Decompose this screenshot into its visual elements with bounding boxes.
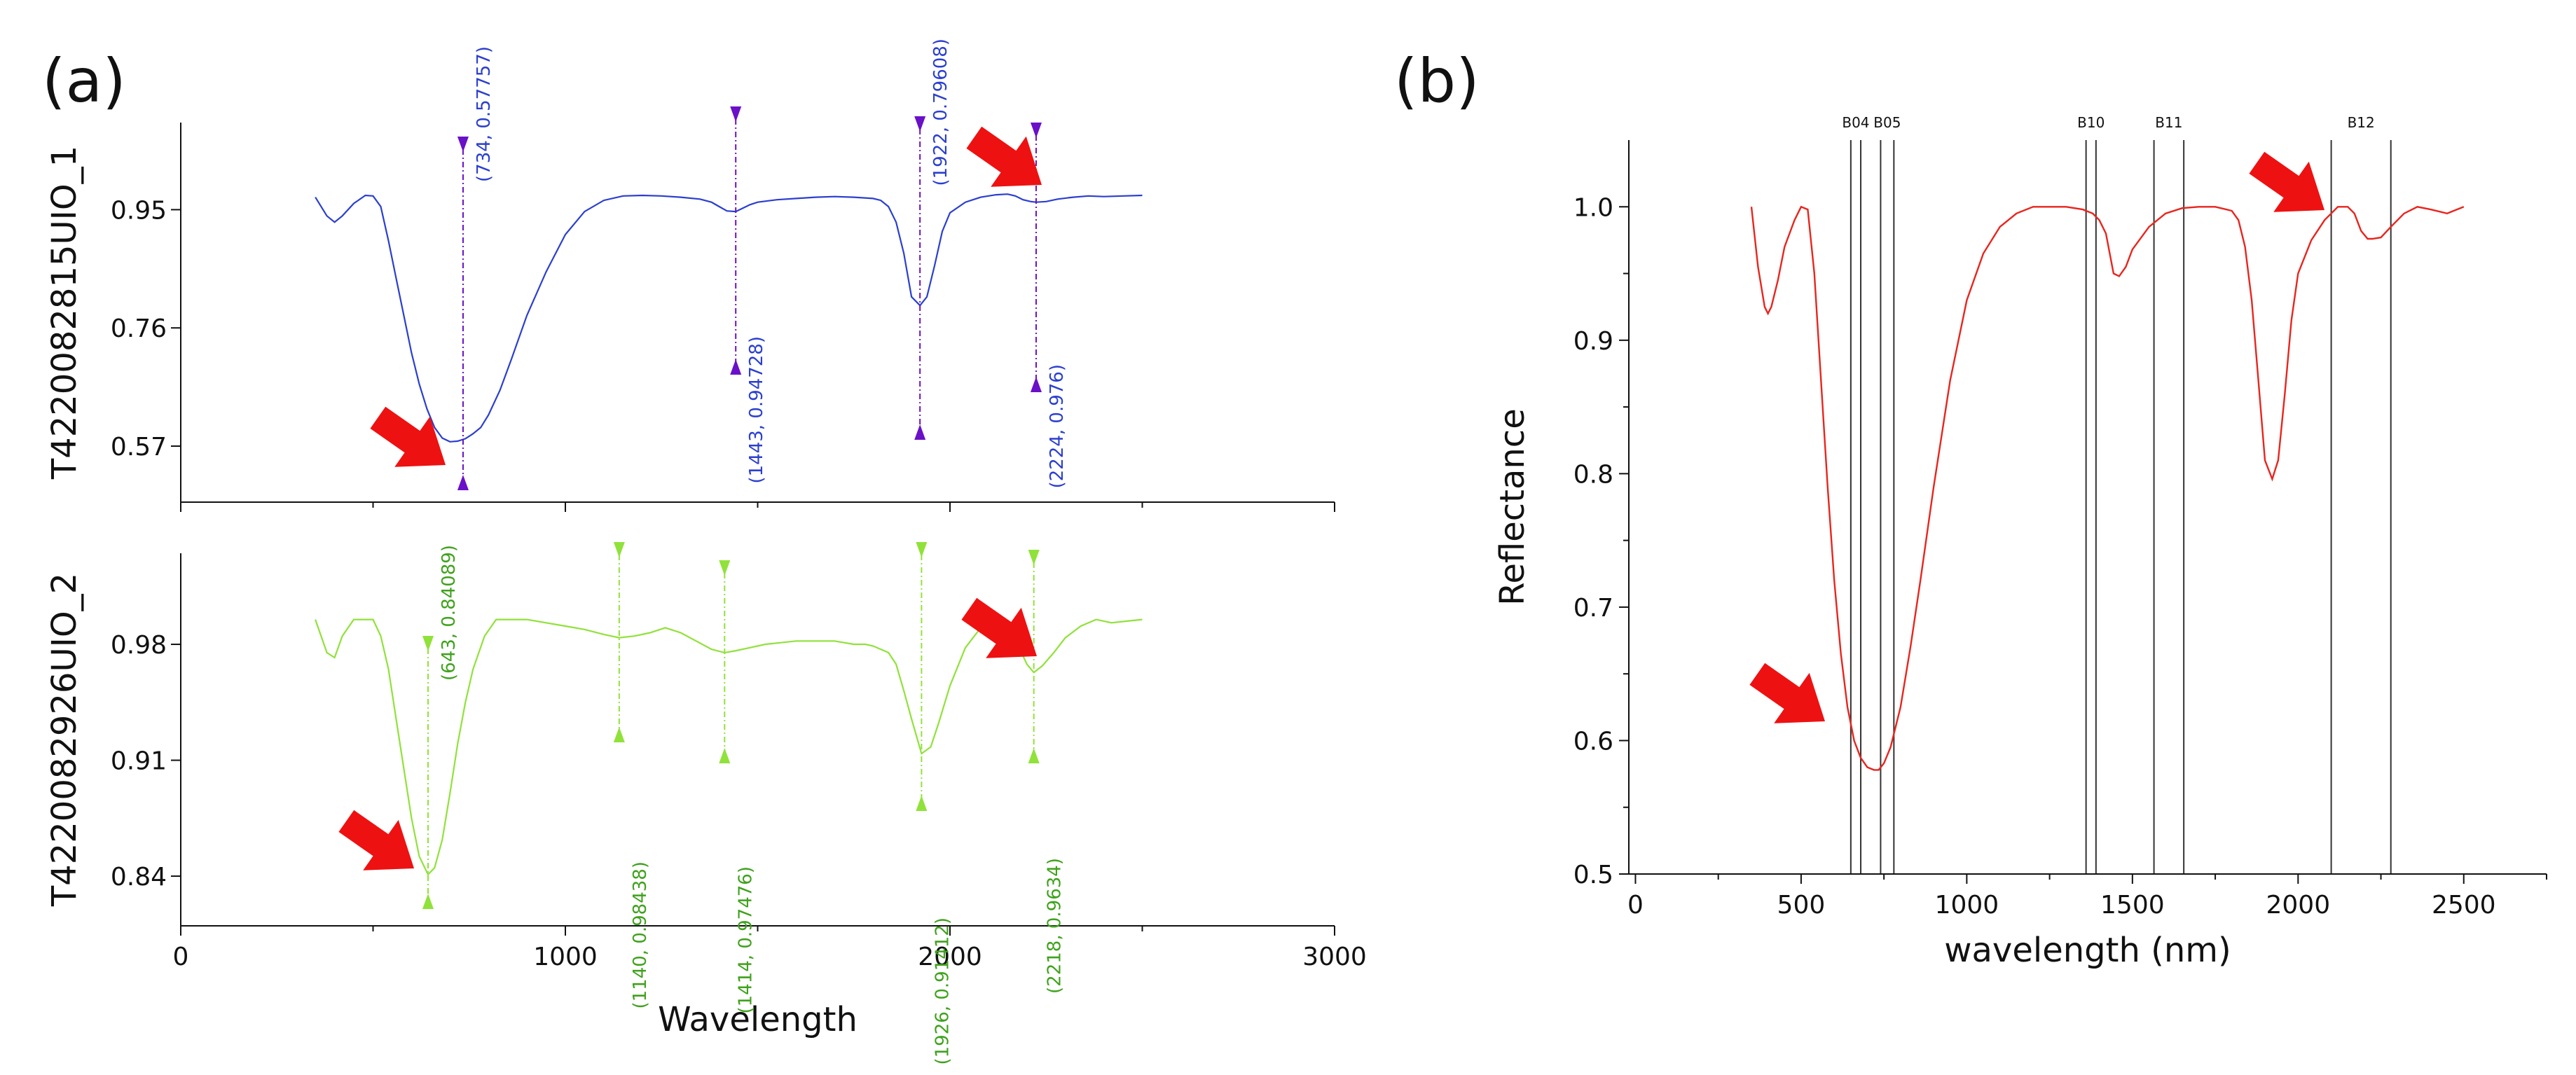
marker-triangle-top	[422, 636, 434, 651]
marker-label: (734, 0.57757)	[474, 46, 495, 182]
y-tick-label: 1.0	[1573, 193, 1613, 222]
marker-triangle-bottom	[422, 894, 434, 909]
marker-label: (1926, 0.91412)	[932, 917, 953, 1065]
marker-triangle-bottom	[613, 727, 625, 742]
band-label: B05	[1873, 114, 1901, 131]
y-axis-label: T4220082926UIO_2	[45, 573, 84, 907]
y-tick-label: 0.76	[111, 314, 167, 343]
band-label: B10	[2077, 114, 2105, 131]
x-tick-label: 2500	[2432, 891, 2496, 920]
marker-triangle-top	[613, 542, 625, 557]
y-tick-label: 0.95	[111, 196, 167, 225]
marker-label: (2218, 0.9634)	[1045, 858, 1066, 994]
x-tick-label: 500	[1777, 891, 1826, 920]
x-tick-label: 1000	[1935, 891, 1999, 920]
y-tick-label: 0.8	[1573, 460, 1613, 489]
marker-label: (1443, 0.94728)	[746, 336, 767, 484]
band-label: B04	[1842, 114, 1869, 131]
chart-a-bottom: 0.84 0.91 0.98 0 1000 2000 3000 T4220082926UIO_…	[45, 542, 1367, 1065]
marker-triangle-bottom	[1028, 748, 1040, 763]
x-tick-label: 2000	[2266, 891, 2330, 920]
marker-label: (1414, 0.97476)	[735, 866, 756, 1014]
red-arrow-icon	[370, 406, 446, 467]
marker-triangle-bottom	[916, 796, 928, 811]
x-tick-label: 3000	[1302, 943, 1367, 971]
marker-label: (643, 0.84089)	[439, 545, 460, 681]
panel-a-label: (a)	[42, 46, 126, 116]
marker-triangle-top	[1030, 123, 1042, 138]
x-axis-label: wavelength (nm)	[1944, 931, 2231, 970]
y-axis-label: Reflectance	[1493, 408, 1532, 605]
marker-triangle-top	[1028, 550, 1040, 565]
y-tick-label: 0.5	[1573, 861, 1613, 889]
marker-label: (1922, 0.79608)	[930, 39, 951, 186]
x-axis-label: Wavelength	[658, 1000, 857, 1039]
marker-triangle-top	[730, 106, 742, 122]
red-arrow-icon	[2249, 151, 2324, 212]
x-tick-label: 1000	[533, 943, 598, 971]
x-tick-label: 1500	[2100, 891, 2165, 920]
y-tick-label: 0.57	[111, 433, 167, 462]
series-line	[315, 193, 1143, 443]
marker-triangle-bottom	[719, 748, 731, 763]
marker-label: (2224, 0.976)	[1047, 364, 1068, 488]
red-arrow-icon	[338, 810, 414, 871]
marker-triangle-top	[914, 116, 926, 132]
marker-triangle-bottom	[914, 424, 926, 440]
highlight-arrows	[338, 126, 2324, 871]
y-axis-label: T4220082815UIO_1	[45, 146, 84, 480]
marker-triangle-bottom	[1030, 377, 1042, 392]
x-tick-label: 0	[173, 943, 189, 971]
band-label: B12	[2348, 114, 2375, 131]
x-tick-label: 2000	[918, 943, 982, 971]
marker-label: (1140, 0.98438)	[630, 861, 651, 1009]
red-arrow-icon	[961, 597, 1037, 658]
y-tick-label: 0.84	[111, 863, 167, 892]
marker-triangle-top	[457, 137, 469, 152]
y-tick-label: 0.7	[1573, 594, 1613, 623]
marker-triangle-top	[719, 560, 731, 576]
y-tick-label: 0.98	[111, 631, 167, 660]
series-line	[1750, 205, 2465, 771]
chart-a-top: 0.57 0.76 0.95 T4220082815UIO_1 (734, 0.5775…	[45, 39, 1335, 512]
x-tick-label: 0	[1627, 891, 1644, 920]
y-tick-label: 0.9	[1573, 327, 1613, 356]
marker-triangle-bottom	[457, 475, 469, 490]
y-tick-label: 0.91	[111, 747, 167, 776]
red-arrow-icon	[1749, 663, 1825, 723]
panel-b-label: (b)	[1394, 46, 1480, 116]
red-arrow-icon	[966, 126, 1042, 187]
chart-b: B04 B05 B10 B11 B12 0.5 0.6 0.7 0.8 0.9 1.0 0 500 100…	[1493, 114, 2547, 970]
band-label: B11	[2155, 114, 2182, 131]
marker-triangle-bottom	[730, 359, 742, 375]
marker-triangle-top	[916, 542, 928, 557]
y-tick-label: 0.6	[1573, 727, 1613, 756]
